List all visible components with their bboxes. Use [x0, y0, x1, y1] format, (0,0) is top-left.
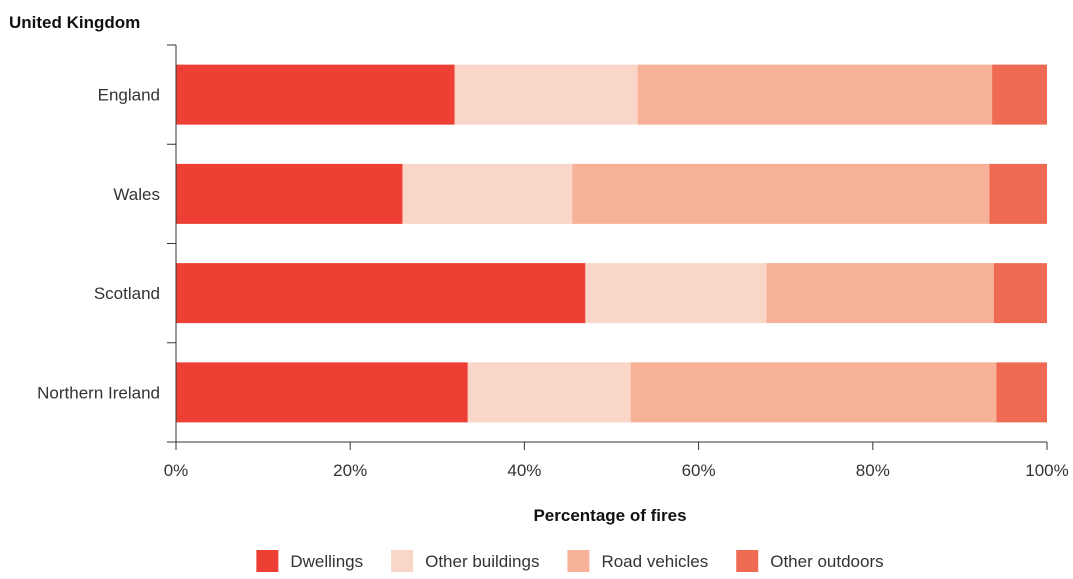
- x-tick-label: 20%: [333, 461, 367, 480]
- bar-scotland-other-outdoors: [993, 263, 1047, 324]
- x-tick-label: 80%: [856, 461, 890, 480]
- legend: Dwellings Other buildings Road vehicles Oth…: [256, 550, 884, 572]
- x-axis-title: Percentage of fires: [533, 506, 686, 525]
- x-axis: 0% 20% 40% 60% 80% 100%: [164, 441, 1069, 480]
- bar-england-dwellings: [176, 64, 455, 125]
- bars-group: [176, 64, 1047, 423]
- bar-wales-other-buildings: [402, 163, 573, 224]
- y-tick-label: Wales: [113, 185, 160, 204]
- bar-wales-road-vehicles: [572, 163, 990, 224]
- bar-scotland-dwellings: [176, 263, 586, 324]
- bar-england-other-outdoors: [992, 64, 1047, 125]
- legend-swatch: [567, 550, 590, 572]
- x-tick-label: 60%: [682, 461, 716, 480]
- bar-wales-dwellings: [176, 163, 403, 224]
- y-tick-label: Scotland: [94, 284, 160, 303]
- legend-swatch: [391, 550, 414, 572]
- bar-wales-other-outdoors: [989, 163, 1047, 224]
- bar-england-road-vehicles: [637, 64, 993, 125]
- bar-scotland-road-vehicles: [766, 263, 994, 324]
- legend-label: Dwellings: [290, 552, 363, 571]
- legend-label: Other outdoors: [770, 552, 883, 571]
- legend-label: Road vehicles: [601, 552, 708, 571]
- bar-england-other-buildings: [454, 64, 638, 125]
- x-tick-label: 100%: [1025, 461, 1068, 480]
- legend-swatch: [256, 550, 279, 572]
- bar-northern-ireland-other-outdoors: [996, 362, 1047, 423]
- y-tick-label: Northern Ireland: [37, 383, 160, 402]
- chart-subtitle: United Kingdom: [9, 13, 140, 32]
- y-axis: England Wales Scotland Northern Ireland: [37, 44, 177, 443]
- bar-northern-ireland-dwellings: [176, 362, 468, 423]
- bar-northern-ireland-other-buildings: [467, 362, 631, 423]
- x-tick-label: 40%: [507, 461, 541, 480]
- x-tick-label: 0%: [164, 461, 189, 480]
- legend-label: Other buildings: [425, 552, 539, 571]
- legend-swatch: [736, 550, 759, 572]
- bar-northern-ireland-road-vehicles: [630, 362, 997, 423]
- bar-scotland-other-buildings: [585, 263, 767, 324]
- y-tick-label: England: [98, 86, 160, 105]
